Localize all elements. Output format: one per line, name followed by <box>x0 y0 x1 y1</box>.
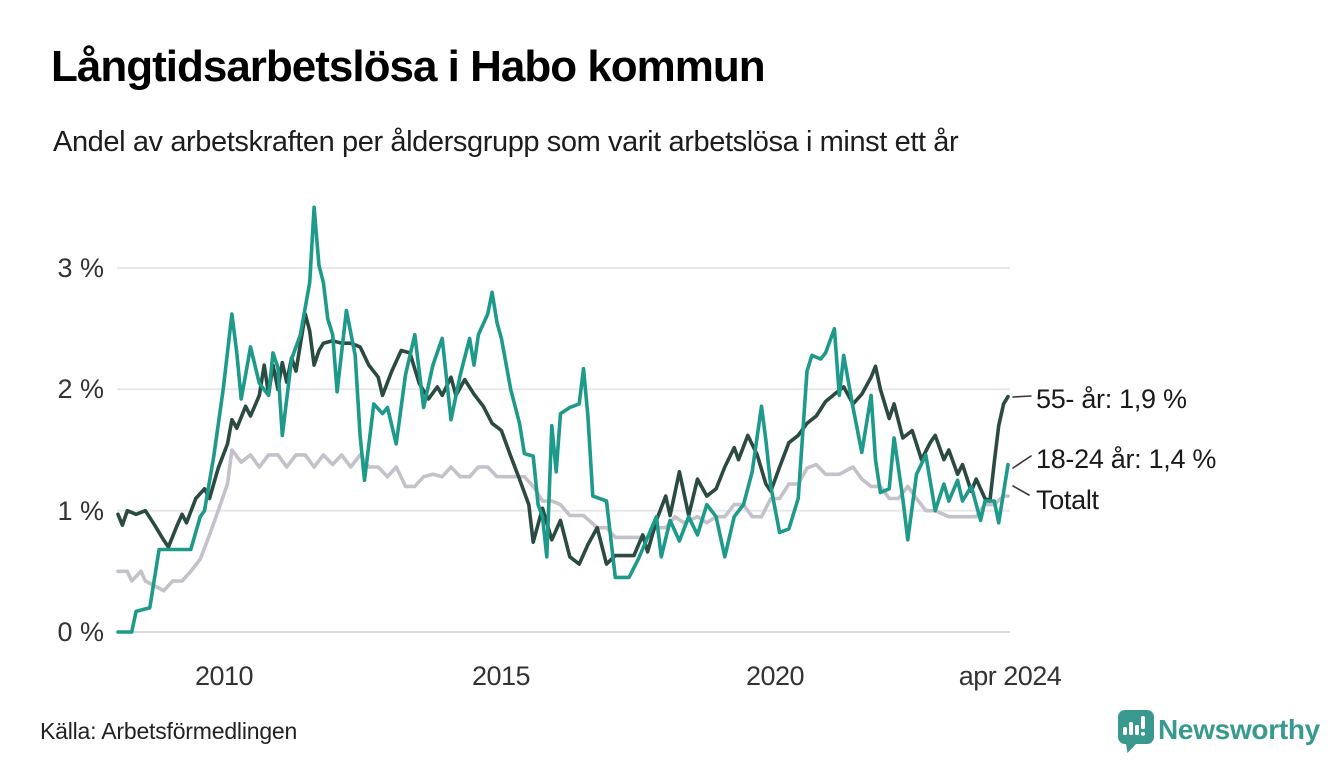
chart-subtitle: Andel av arbetskraften per åldersgrupp s… <box>53 126 959 158</box>
y-tick-0: 0 % <box>57 617 104 647</box>
bar-chart-glyph <box>1123 716 1145 736</box>
series-line-18-24-r <box>116 205 1010 634</box>
newsworthy-logo-icon <box>1118 710 1154 753</box>
series-label-55: 55- år: 1,9 % <box>1036 384 1187 414</box>
y-tick-2: 2 % <box>57 374 104 404</box>
connector-55 <box>1012 395 1032 398</box>
connector-18-24 <box>1012 455 1032 469</box>
source-credit: Källa: Arbetsförmedlingen <box>40 718 298 744</box>
y-tick-1: 1 % <box>57 496 104 526</box>
series-lines <box>116 205 1010 634</box>
y-tick-3: 3 % <box>57 253 104 283</box>
x-tick-2010: 2010 <box>194 661 254 691</box>
series-line-totalt <box>116 448 1010 593</box>
series-label-18-24: 18-24 år: 1,4 % <box>1036 444 1217 474</box>
newsworthy-wordmark: Newsworthy <box>1158 714 1320 745</box>
page-title: Långtidsarbetslösa i Habo kommun <box>51 42 766 91</box>
series-label-totalt: Totalt <box>1036 485 1099 515</box>
x-tick-apr-2024: apr 2024 <box>958 661 1062 691</box>
x-tick-2020: 2020 <box>745 661 805 691</box>
series-line-55-r <box>116 312 1010 566</box>
x-tick-2015: 2015 <box>471 661 531 691</box>
connector-totalt <box>1012 485 1030 496</box>
end-label-connectors <box>1012 395 1032 496</box>
